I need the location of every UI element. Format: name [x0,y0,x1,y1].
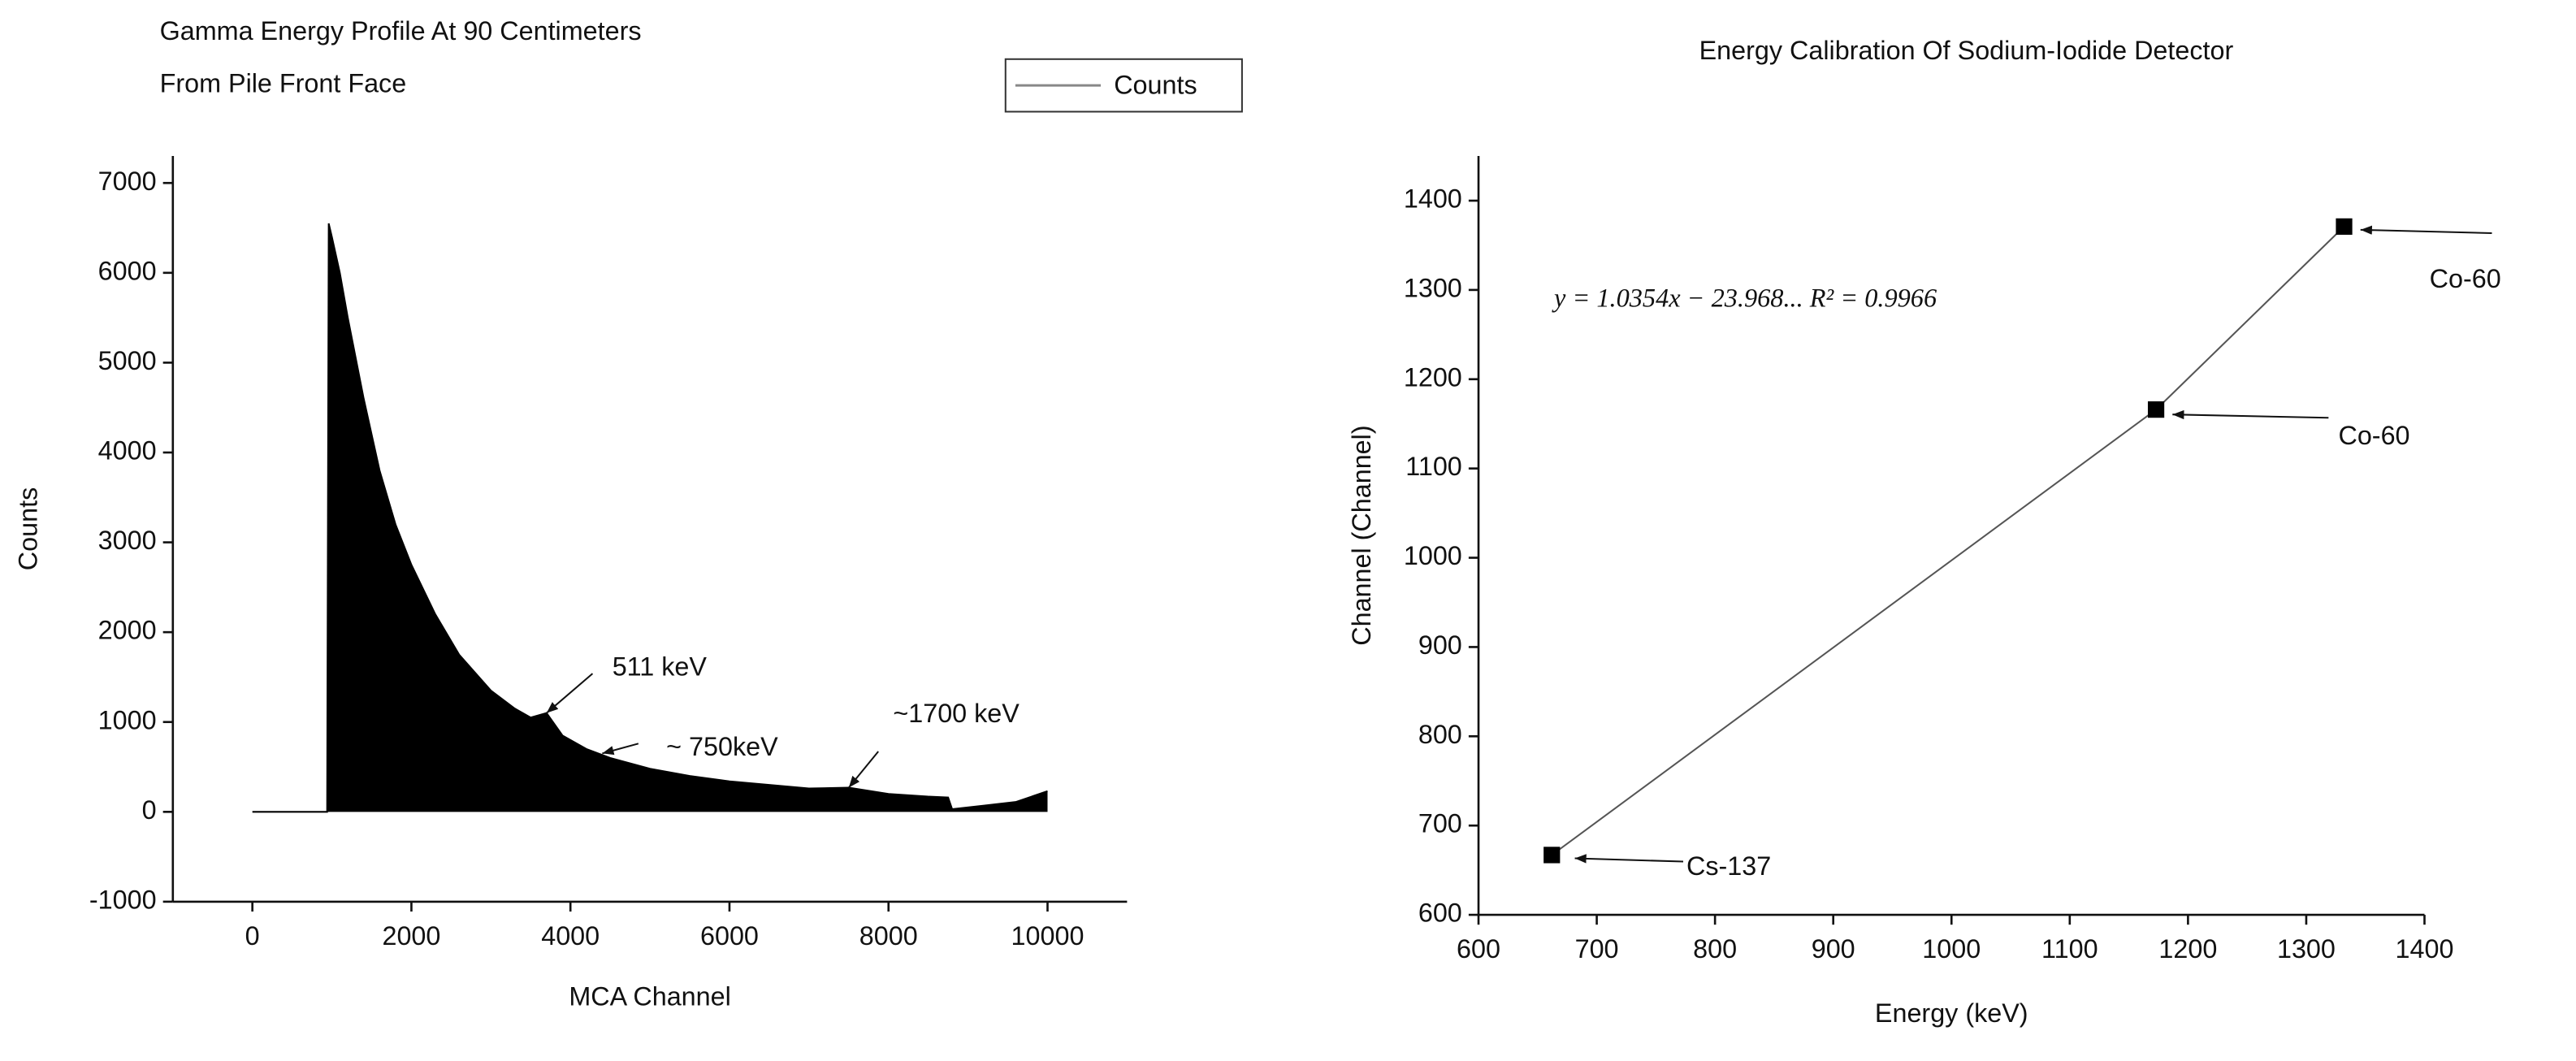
y-tick-label: 900 [1418,630,1462,660]
fit-line [1551,226,2345,856]
annotation-arrow [2360,225,2492,235]
chart-title: Energy Calibration Of Sodium-Iodide Dete… [1699,36,2234,65]
x-tick-label: 600 [1457,934,1500,964]
y-tick-label: 1100 [1405,452,1462,481]
chart-title: Gamma Energy Profile At 90 Centimeters [160,16,642,45]
annotation: Cs-137 [1686,851,1771,881]
x-tick-label: 10000 [1011,921,1085,951]
data-point [2336,218,2353,235]
y-tick-label: 700 [1418,809,1462,838]
y-tick-label: 1300 [1404,273,1462,302]
y-tick-label: -1000 [89,885,157,914]
x-axis-label: Energy (keV) [1875,998,2028,1028]
y-tick-label: 600 [1418,899,1462,928]
y-axis-label: Counts [13,487,42,570]
x-tick-label: 0 [245,921,260,951]
y-tick-label: 800 [1418,720,1462,749]
x-tick-label: 700 [1575,934,1619,964]
x-tick-label: 8000 [859,921,918,951]
annotation-arrow [602,743,639,756]
x-tick-label: 1200 [2158,934,2217,964]
y-axis-label: Channel (Channel) [1347,425,1376,645]
y-tick-label: 5000 [98,346,157,375]
x-tick-label: 800 [1693,934,1737,964]
x-tick-label: 2000 [382,921,440,951]
y-tick-label: 1200 [1404,362,1462,392]
y-tick-label: 1000 [98,705,157,734]
y-tick-label: 1000 [1404,541,1462,570]
spectrum-line [252,223,1048,813]
y-tick-label: 1400 [1404,184,1462,214]
y-tick-label: 0 [142,795,157,825]
x-tick-label: 1400 [2396,934,2454,964]
equation: y = 1.0354x − 23.968... R² = 0.9966 [1552,283,1937,312]
annotation: ~1700 keV [893,699,1020,728]
data-point [1543,847,1561,864]
data-point [2147,401,2165,418]
annotation-arrow [848,751,879,789]
x-axis-label: MCA Channel [569,982,730,1011]
annotation-arrow [1574,854,1684,864]
annotation-arrow [2172,409,2329,420]
x-tick-label: 6000 [700,921,759,951]
annotation-arrow [546,673,594,714]
y-tick-label: 6000 [98,256,157,285]
y-tick-label: 3000 [98,526,157,555]
x-tick-label: 1000 [1922,934,1981,964]
x-tick-label: 1100 [2041,934,2098,964]
area-fill [252,223,1048,812]
x-tick-label: 900 [1812,934,1855,964]
legend-label: Counts [1114,71,1197,100]
chart-title: From Pile Front Face [160,69,407,98]
y-tick-label: 7000 [98,167,157,196]
y-tick-label: 2000 [98,616,157,645]
y-tick-label: 4000 [98,436,157,466]
annotation: Co-60 [2430,264,2501,293]
annotation: Co-60 [2338,421,2409,450]
annotation: ~ 750keV [666,732,778,761]
annotation: 511 keV [613,652,708,682]
x-tick-label: 1300 [2277,934,2336,964]
x-tick-label: 4000 [541,921,600,951]
